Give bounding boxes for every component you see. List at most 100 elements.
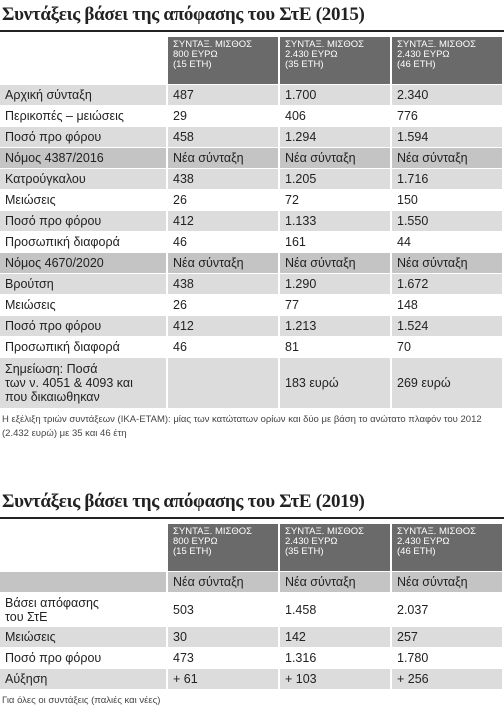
row: Αύξηση + 61 + 103 + 256 (0, 669, 502, 689)
header-cell (0, 524, 166, 571)
header-cell: ΣΥΝΤΑΞ. ΜΙΣΘΟΣ 800 ΕΥΡΩ (15 ΕΤΗ) (168, 524, 278, 571)
row: Βρούτση 438 1.290 1.672 (0, 274, 502, 294)
value-cell: 1.133 (280, 211, 390, 231)
row: Μειώσεις 30 142 257 (0, 627, 502, 647)
value-cell: 1.700 (280, 85, 390, 105)
value-cell: Νέα σύνταξη (280, 148, 390, 168)
label-cell: Προσωπική διαφορά (0, 232, 166, 252)
label-cell: Κατρούγκαλου (0, 169, 166, 189)
text-line: (15 ΕΤΗ) (173, 546, 212, 557)
text-line: ΣΥΝΤΑΞ. ΜΙΣΘΟΣ (173, 526, 253, 537)
row: Νόμος 4670/2020 Νέα σύνταξη Νέα σύνταξη Νέα… (0, 253, 502, 273)
label-cell: Βάσει απόφασης του ΣτΕ (0, 593, 166, 626)
value-cell: 1.458 (280, 593, 390, 626)
label-cell: Προσωπική διαφορά (0, 337, 166, 357)
value-cell: 72 (280, 190, 390, 210)
label-cell: Ποσό προ φόρου (0, 211, 166, 231)
value-cell: Νέα σύνταξη (280, 572, 390, 592)
value-cell: Νέα σύνταξη (168, 253, 278, 273)
value-cell: 148 (392, 295, 502, 315)
value-cell: Νέα σύνταξη (168, 572, 278, 592)
text-line: του ΣτΕ (5, 609, 48, 624)
label-cell: Μειώσεις (0, 295, 166, 315)
label-cell: Νόμος 4387/2016 (0, 148, 166, 168)
text-line: Σημείωση: Ποσά (5, 362, 98, 376)
value-cell: 2.340 (392, 85, 502, 105)
text-line: 800 ΕΥΡΩ (173, 536, 218, 547)
value-cell: 412 (168, 316, 278, 336)
label-cell: Μειώσεις (0, 627, 166, 647)
text-line: ΣΥΝΤΑΞ. ΜΙΣΘΟΣ (397, 526, 477, 537)
table-title: Συντάξεις βάσει της απόφασης του ΣτΕ (20… (0, 487, 504, 519)
value-cell: 44 (392, 232, 502, 252)
text-line: ΣΥΝΤΑΞ. ΜΙΣΘΟΣ (285, 526, 365, 537)
value-cell: 776 (392, 106, 502, 126)
text-line: (46 ΕΤΗ) (397, 59, 436, 70)
label-cell: Νόμος 4670/2020 (0, 253, 166, 273)
label-cell: Ποσό προ φόρου (0, 648, 166, 668)
table-title: Συντάξεις βάσει της απόφασης του ΣτΕ (20… (0, 0, 504, 32)
row: Ποσό προ φόρου 412 1.133 1.550 (0, 211, 502, 231)
label-cell (0, 572, 166, 592)
header-cell (0, 37, 166, 84)
text-line: 2.430 ΕΥΡΩ (285, 49, 338, 60)
row: Περικοπές – μειώσεις 29 406 776 (0, 106, 502, 126)
header-cell: ΣΥΝΤΑΞ. ΜΙΣΘΟΣ 2.430 ΕΥΡΩ (46 ΕΤΗ) (392, 524, 502, 571)
value-cell: 1.780 (392, 648, 502, 668)
value-cell: 70 (392, 337, 502, 357)
text-line: 2.430 ΕΥΡΩ (397, 536, 450, 547)
section: Συντάξεις βάσει της απόφασης του ΣτΕ (20… (0, 487, 504, 712)
value-cell: + 61 (168, 669, 278, 689)
row: Νόμος 4387/2016 Νέα σύνταξη Νέα σύνταξη Νέα… (0, 148, 502, 168)
value-cell: 412 (168, 211, 278, 231)
value-cell: 1.550 (392, 211, 502, 231)
text-line: (35 ΕΤΗ) (285, 546, 324, 557)
row: Νέα σύνταξη Νέα σύνταξη Νέα σύνταξη (0, 572, 502, 592)
row: Κατρούγκαλου 438 1.205 1.716 (0, 169, 502, 189)
value-cell: 161 (280, 232, 390, 252)
value-cell: 1.594 (392, 127, 502, 147)
text-line: ΣΥΝΤΑΞ. ΜΙΣΘΟΣ (397, 39, 477, 50)
text-line: Βάσει απόφασης (5, 595, 99, 610)
label-cell: Μειώσεις (0, 190, 166, 210)
value-cell: 46 (168, 337, 278, 357)
text-line: (46 ΕΤΗ) (397, 546, 436, 557)
value-cell: Νέα σύνταξη (392, 572, 502, 592)
value-cell: 1.205 (280, 169, 390, 189)
value-cell: 77 (280, 295, 390, 315)
row: Μειώσεις 26 77 148 (0, 295, 502, 315)
value-cell: 503 (168, 593, 278, 626)
value-cell: 1.672 (392, 274, 502, 294)
text-line: (15 ΕΤΗ) (173, 59, 212, 70)
text-line: ΣΥΝΤΑΞ. ΜΙΣΘΟΣ (173, 39, 253, 50)
text-line: 800 ΕΥΡΩ (173, 49, 218, 60)
header-cell: ΣΥΝΤΑΞ. ΜΙΣΘΟΣ 2.430 ΕΥΡΩ (35 ΕΤΗ) (280, 37, 390, 84)
section: Συντάξεις βάσει της απόφασης του ΣτΕ (20… (0, 0, 504, 439)
row: Ποσό προ φόρου 473 1.316 1.780 (0, 648, 502, 668)
header-row: ΣΥΝΤΑΞ. ΜΙΣΘΟΣ 800 ΕΥΡΩ (15 ΕΤΗ) ΣΥΝΤΑΞ. ΜΙ… (0, 524, 502, 571)
value-cell: 1.524 (392, 316, 502, 336)
value-cell: Νέα σύνταξη (392, 148, 502, 168)
value-cell: 29 (168, 106, 278, 126)
label-cell: Ποσό προ φόρου (0, 316, 166, 336)
table: ΣΥΝΤΑΞ. ΜΙΣΘΟΣ 800 ΕΥΡΩ (15 ΕΤΗ) ΣΥΝΤΑΞ. ΜΙ… (0, 523, 504, 690)
row: Ποσό προ φόρου 412 1.213 1.524 (0, 316, 502, 336)
value-cell: Νέα σύνταξη (280, 253, 390, 273)
label-cell: Περικοπές – μειώσεις (0, 106, 166, 126)
footnote: Η εξέλιξη τριών συντάξεων (ΙΚΑ-ΕΤΑΜ): μί… (2, 414, 482, 439)
text-line: (35 ΕΤΗ) (285, 59, 324, 70)
row: Σημείωση: Ποσά των ν. 4051 & 4093 και που … (0, 358, 502, 408)
header-cell: ΣΥΝΤΑΞ. ΜΙΣΘΟΣ 800 ΕΥΡΩ (15 ΕΤΗ) (168, 37, 278, 84)
value-cell: 1.294 (280, 127, 390, 147)
header-cell: ΣΥΝΤΑΞ. ΜΙΣΘΟΣ 2.430 ΕΥΡΩ (46 ΕΤΗ) (392, 37, 502, 84)
value-cell: 183 ευρώ (280, 358, 390, 408)
label-cell: Αύξηση (0, 669, 166, 689)
label-cell: Σημείωση: Ποσά των ν. 4051 & 4093 και που … (0, 358, 166, 408)
value-cell: 1.290 (280, 274, 390, 294)
value-cell: Νέα σύνταξη (168, 148, 278, 168)
value-cell: 473 (168, 648, 278, 668)
value-cell: 269 ευρώ (392, 358, 502, 408)
table: ΣΥΝΤΑΞ. ΜΙΣΘΟΣ 800 ΕΥΡΩ (15 ΕΤΗ) ΣΥΝΤΑΞ. ΜΙ… (0, 36, 504, 409)
text-line: που δικαιωθηκαν (5, 390, 100, 404)
